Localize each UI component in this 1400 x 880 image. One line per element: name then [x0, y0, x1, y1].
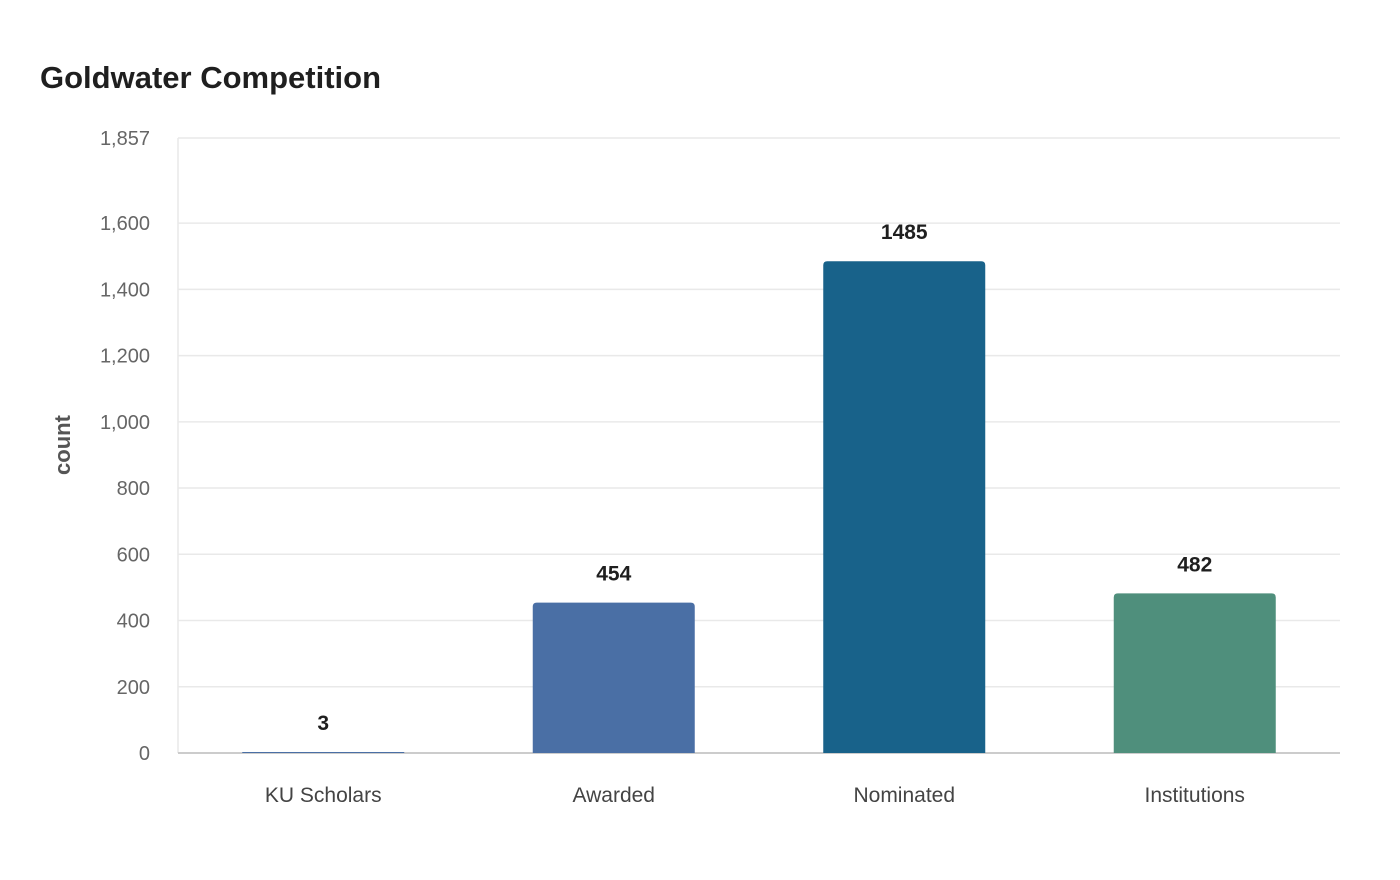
y-tick-label: 200 [117, 677, 150, 699]
y-axis-title: count [50, 414, 75, 475]
value-label: 482 [1177, 553, 1212, 576]
y-tick-label: 600 [117, 544, 150, 566]
bar-awarded [532, 602, 695, 753]
value-labels: 3 454 1485 482 [317, 221, 1212, 735]
value-label: 1485 [881, 221, 928, 244]
y-tick-label: 400 [117, 611, 150, 633]
value-label: 454 [596, 563, 631, 586]
x-tick-label: KU Scholars [265, 784, 382, 807]
x-tick-label: Awarded [572, 784, 655, 807]
y-tick-label: 1,200 [100, 346, 150, 368]
grid-lines [178, 137, 1340, 688]
bars [242, 261, 1276, 753]
y-tick-label: 1,857 [100, 128, 150, 150]
chart-title: Goldwater Competition [40, 60, 381, 95]
x-tick-label: Nominated [853, 784, 955, 807]
y-tick-label: 1,400 [100, 279, 150, 301]
value-label: 3 [317, 712, 329, 735]
x-tick-label: Institutions [1145, 784, 1245, 807]
y-axis-ticks: 0 200 400 600 800 1,000 1,200 1,400 1,600 1,857 [100, 128, 150, 765]
y-tick-label: 1,600 [100, 213, 150, 235]
bar-nominated [823, 261, 986, 753]
y-tick-label: 0 [139, 743, 150, 765]
bar-institutions [1113, 593, 1276, 753]
y-tick-label: 800 [117, 478, 150, 500]
x-axis-ticks: KU Scholars Awarded Nominated Institutions [265, 784, 1245, 807]
bar-ku-scholars [242, 752, 405, 753]
y-tick-label: 1,000 [100, 412, 150, 434]
